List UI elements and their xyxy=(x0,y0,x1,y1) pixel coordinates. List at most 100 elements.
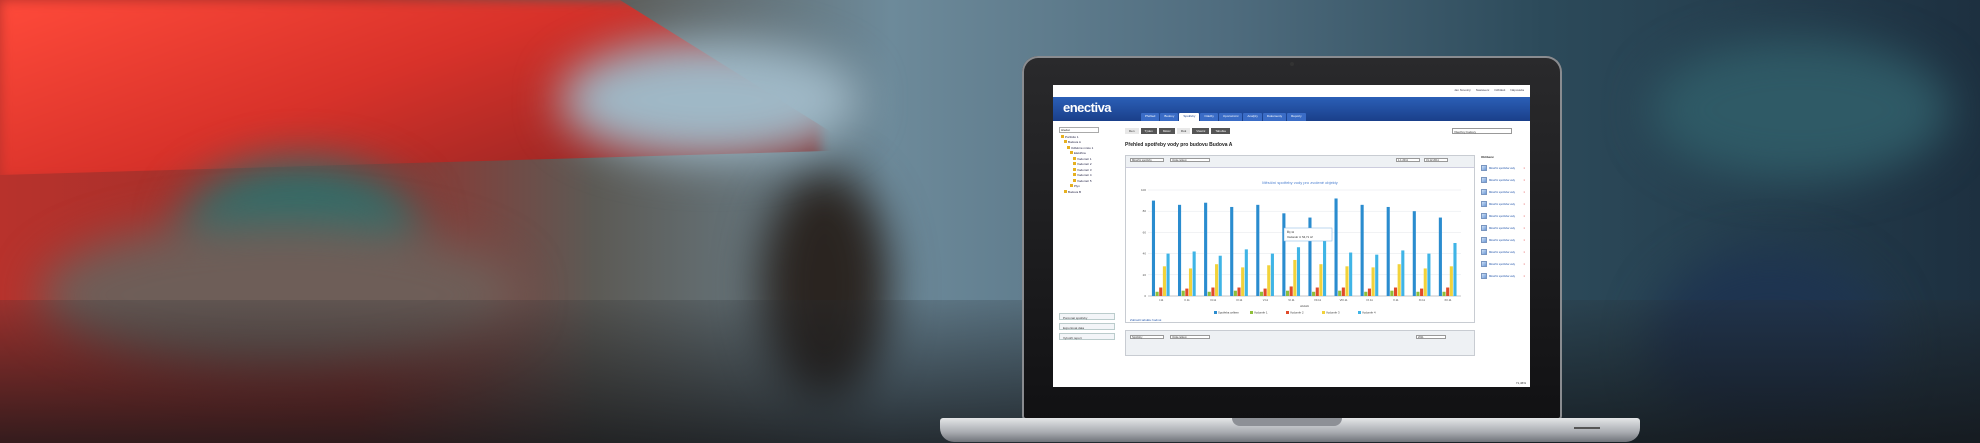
bar[interactable] xyxy=(1166,253,1170,296)
bar[interactable] xyxy=(1177,204,1182,296)
chart2-type-select[interactable]: Spotřeby xyxy=(1130,335,1164,339)
bar[interactable] xyxy=(1218,255,1222,296)
bar[interactable] xyxy=(1364,291,1368,296)
bar[interactable] xyxy=(1188,268,1193,296)
bar[interactable] xyxy=(1237,287,1241,296)
bar[interactable] xyxy=(1233,290,1237,296)
favorite-item[interactable]: Měsíční spotřeba vody × xyxy=(1481,246,1525,258)
period-tab[interactable]: Měsíc xyxy=(1158,128,1175,134)
remove-icon[interactable]: × xyxy=(1523,250,1525,254)
bar[interactable] xyxy=(1289,286,1293,296)
bar[interactable] xyxy=(1319,264,1323,296)
bar[interactable] xyxy=(1401,250,1405,296)
nav-tab[interactable]: Budovy xyxy=(1160,113,1179,121)
bar[interactable] xyxy=(1420,288,1424,296)
medium-select[interactable]: Voda celkem xyxy=(1170,158,1210,162)
date-from-input[interactable]: 1.1.2011 xyxy=(1396,158,1420,162)
bar[interactable] xyxy=(1285,290,1290,296)
bar[interactable] xyxy=(1341,287,1345,296)
top-link[interactable]: Jan Novotný xyxy=(1454,88,1471,92)
tree-item[interactable]: Vodoměr 3 xyxy=(1073,167,1119,172)
chart2-date-input[interactable]: 2011 xyxy=(1416,335,1446,339)
export-button[interactable]: Exportovat data xyxy=(1059,323,1115,330)
bar[interactable] xyxy=(1412,211,1416,296)
bar[interactable] xyxy=(1270,253,1274,296)
nav-tab[interactable]: Analýzy xyxy=(1243,113,1262,121)
bar[interactable] xyxy=(1207,291,1211,296)
favorite-item[interactable]: Měsíční spotřeba vody × xyxy=(1481,222,1525,234)
bar[interactable] xyxy=(1393,287,1398,296)
bar[interactable] xyxy=(1360,204,1364,296)
remove-icon[interactable]: × xyxy=(1523,178,1525,182)
tree-item[interactable]: Vodoměr 2 xyxy=(1073,162,1119,166)
bar[interactable] xyxy=(1446,287,1450,296)
bar[interactable] xyxy=(1315,287,1319,296)
bar[interactable] xyxy=(1323,240,1327,296)
bar[interactable] xyxy=(1244,249,1248,296)
remove-icon[interactable]: × xyxy=(1523,202,1525,206)
top-link[interactable]: Odhlásit xyxy=(1494,88,1506,92)
bar[interactable] xyxy=(1259,291,1264,296)
bar[interactable] xyxy=(1438,217,1442,296)
remove-icon[interactable]: × xyxy=(1523,274,1525,278)
favorite-item[interactable]: Měsíční spotřeba vody × xyxy=(1481,186,1525,198)
date-to-input[interactable]: 31.12.2011 xyxy=(1424,158,1448,162)
bar[interactable] xyxy=(1204,202,1208,296)
remove-icon[interactable]: × xyxy=(1523,166,1525,170)
remove-icon[interactable]: × xyxy=(1523,214,1525,218)
bar[interactable] xyxy=(1345,266,1349,296)
tree-item[interactable]: Odběrné místo 1 xyxy=(1067,145,1119,150)
bar[interactable] xyxy=(1181,290,1185,296)
bar[interactable] xyxy=(1256,204,1260,296)
tree-item[interactable]: Budova A xyxy=(1064,140,1119,144)
bar[interactable] xyxy=(1215,264,1219,296)
bar[interactable] xyxy=(1386,206,1390,296)
bar[interactable] xyxy=(1159,287,1163,296)
tree-item[interactable]: Vodoměr 1 xyxy=(1073,156,1119,161)
bar[interactable] xyxy=(1397,264,1401,296)
bar[interactable] xyxy=(1390,290,1394,296)
bar[interactable] xyxy=(1151,200,1156,296)
tree-item[interactable]: Vodoměr 4 xyxy=(1073,173,1119,177)
bar[interactable] xyxy=(1338,290,1342,296)
tree-item[interactable]: Plyn xyxy=(1070,184,1119,188)
remove-icon[interactable]: × xyxy=(1523,226,1525,230)
remove-icon[interactable]: × xyxy=(1523,262,1525,266)
bar-chart[interactable]: 0 20 40 60 80 100 I.11 II.11 III.11 IV.11 V.11 VI.1… xyxy=(1126,156,1476,324)
bar[interactable] xyxy=(1312,291,1316,296)
bar[interactable] xyxy=(1296,247,1301,296)
bar[interactable] xyxy=(1416,291,1420,296)
bar[interactable] xyxy=(1185,288,1189,296)
period-tab[interactable]: Tabulka xyxy=(1211,128,1230,134)
remove-icon[interactable]: × xyxy=(1523,238,1525,242)
period-tab[interactable]: Vlastní xyxy=(1192,128,1210,134)
remove-icon[interactable]: × xyxy=(1523,190,1525,194)
table-link[interactable]: Zobrazit tabulku hodnot xyxy=(1130,318,1162,322)
bar[interactable] xyxy=(1375,254,1379,296)
bar[interactable] xyxy=(1334,198,1338,296)
compare-button[interactable]: Porovnat spotřeby xyxy=(1059,313,1115,320)
bar[interactable] xyxy=(1162,266,1166,296)
bar[interactable] xyxy=(1241,267,1245,296)
nav-tab[interactable]: Odečty xyxy=(1200,113,1218,121)
favorite-item[interactable]: Měsíční spotřeba vody × xyxy=(1481,210,1525,222)
period-tab[interactable]: Rok xyxy=(1176,128,1191,134)
nav-tab[interactable]: Dokumenty xyxy=(1262,113,1287,121)
favorite-item[interactable]: Měsíční spotřeba vody × xyxy=(1481,258,1525,270)
bar[interactable] xyxy=(1449,266,1453,296)
bar[interactable] xyxy=(1282,213,1286,296)
bar[interactable] xyxy=(1308,217,1312,296)
building-select[interactable]: Všechny budovy xyxy=(1452,128,1512,134)
nav-tab[interactable]: Upozornění xyxy=(1218,113,1243,121)
bar[interactable] xyxy=(1371,267,1375,296)
tree-item[interactable]: Portfolio 1 xyxy=(1061,134,1119,139)
bar[interactable] xyxy=(1423,268,1427,296)
bar[interactable] xyxy=(1427,253,1431,296)
bar[interactable] xyxy=(1453,243,1457,296)
bar[interactable] xyxy=(1230,206,1234,296)
tree-item[interactable]: Vodoměr 5 xyxy=(1073,178,1119,183)
favorite-item[interactable]: Měsíční spotřeba vody × xyxy=(1481,270,1525,282)
tree-search-input[interactable]: Hledat xyxy=(1059,127,1099,133)
tree-item[interactable]: Budova B xyxy=(1064,189,1119,194)
favorite-item[interactable]: Měsíční spotřeba vody × xyxy=(1481,162,1525,174)
